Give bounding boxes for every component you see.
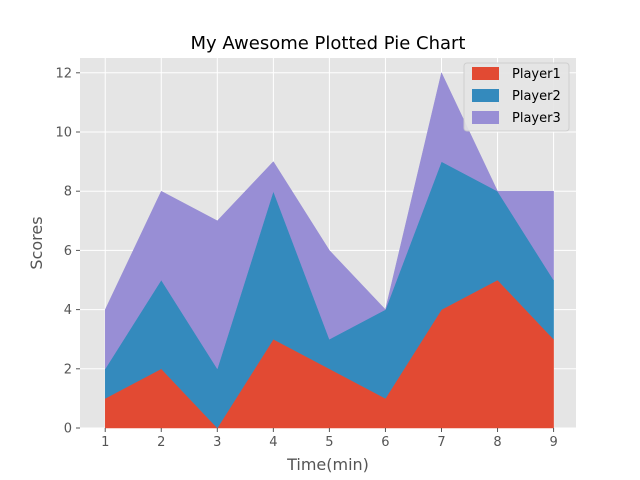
y-tick-label: 0 (64, 422, 72, 437)
x-tick-label: 4 (269, 435, 277, 450)
y-tick-label: 10 (55, 126, 72, 141)
y-axis-ticks: 0 2 4 6 8 10 12 (55, 66, 80, 437)
legend-swatch-player3 (472, 111, 499, 124)
legend-label-player2: Player2 (512, 89, 561, 104)
legend: Player1 Player2 Player3 (463, 62, 570, 132)
chart-title: My Awesome Plotted Pie Chart (191, 33, 466, 54)
x-tick-label: 8 (493, 435, 501, 450)
y-axis-label: Scores (27, 216, 46, 269)
y-tick-label: 8 (64, 185, 72, 200)
x-tick-label: 2 (157, 435, 165, 450)
x-tick-label: 6 (381, 435, 389, 450)
x-tick-label: 9 (549, 435, 557, 450)
x-tick-label: 3 (213, 435, 221, 450)
legend-label-player3: Player3 (512, 111, 561, 126)
legend-label-player1: Player1 (512, 67, 561, 82)
x-axis-ticks: 1 2 3 4 5 6 7 8 9 (101, 428, 558, 450)
x-tick-label: 5 (325, 435, 333, 450)
x-tick-label: 1 (101, 435, 109, 450)
y-tick-label: 6 (64, 244, 72, 259)
legend-swatch-player1 (472, 67, 499, 80)
area-player3 (104, 72, 554, 370)
y-tick-label: 4 (64, 303, 72, 318)
x-axis-label: Time(min) (286, 455, 369, 474)
x-tick-label: 7 (437, 435, 445, 450)
y-tick-label: 2 (64, 362, 72, 377)
y-tick-label: 12 (55, 66, 72, 81)
legend-swatch-player2 (472, 89, 499, 102)
